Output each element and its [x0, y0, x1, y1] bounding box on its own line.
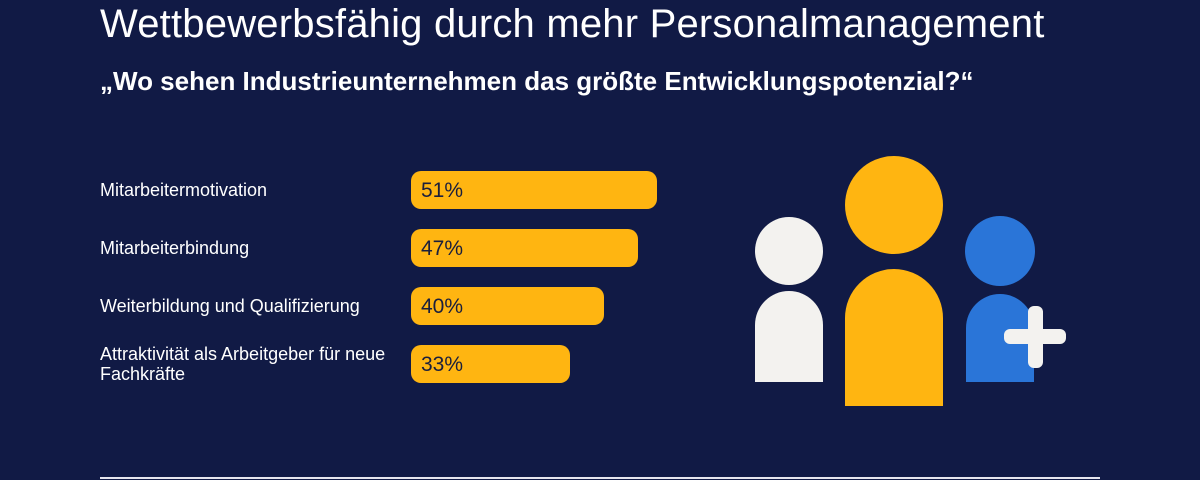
bar-value-label: 47% [421, 237, 464, 260]
category-label: Mitarbeiterbindung [100, 238, 250, 258]
bar-value-label: 40% [421, 295, 464, 318]
person-right-body [966, 294, 1034, 382]
person-left-head [755, 217, 823, 285]
person-left-body [755, 291, 823, 382]
bar: 33% [411, 345, 571, 383]
page-subtitle: „Wo sehen Industrieunternehmen das größt… [100, 66, 974, 96]
person-right-head [965, 216, 1035, 286]
category-label: Attraktivität als Arbeitgeber für neue F… [100, 344, 386, 384]
bar-value-label: 51% [421, 179, 464, 202]
person-center-body [845, 269, 943, 406]
person-center-head [845, 156, 943, 254]
category-label: Weiterbildung und Qualifizierung [100, 296, 360, 316]
bar-value-label: 33% [421, 353, 464, 376]
bar: 51% [411, 171, 657, 209]
plus-icon-horizontal [1004, 329, 1066, 344]
category-label: Mitarbeitermotivation [100, 180, 268, 200]
bottom-divider [100, 477, 1100, 479]
bar: 47% [411, 229, 638, 267]
page-title: Wettbewerbsfähig durch mehr Personalmana… [100, 2, 1045, 46]
bar: 40% [411, 287, 604, 325]
people-group-add-icon [755, 156, 1066, 406]
